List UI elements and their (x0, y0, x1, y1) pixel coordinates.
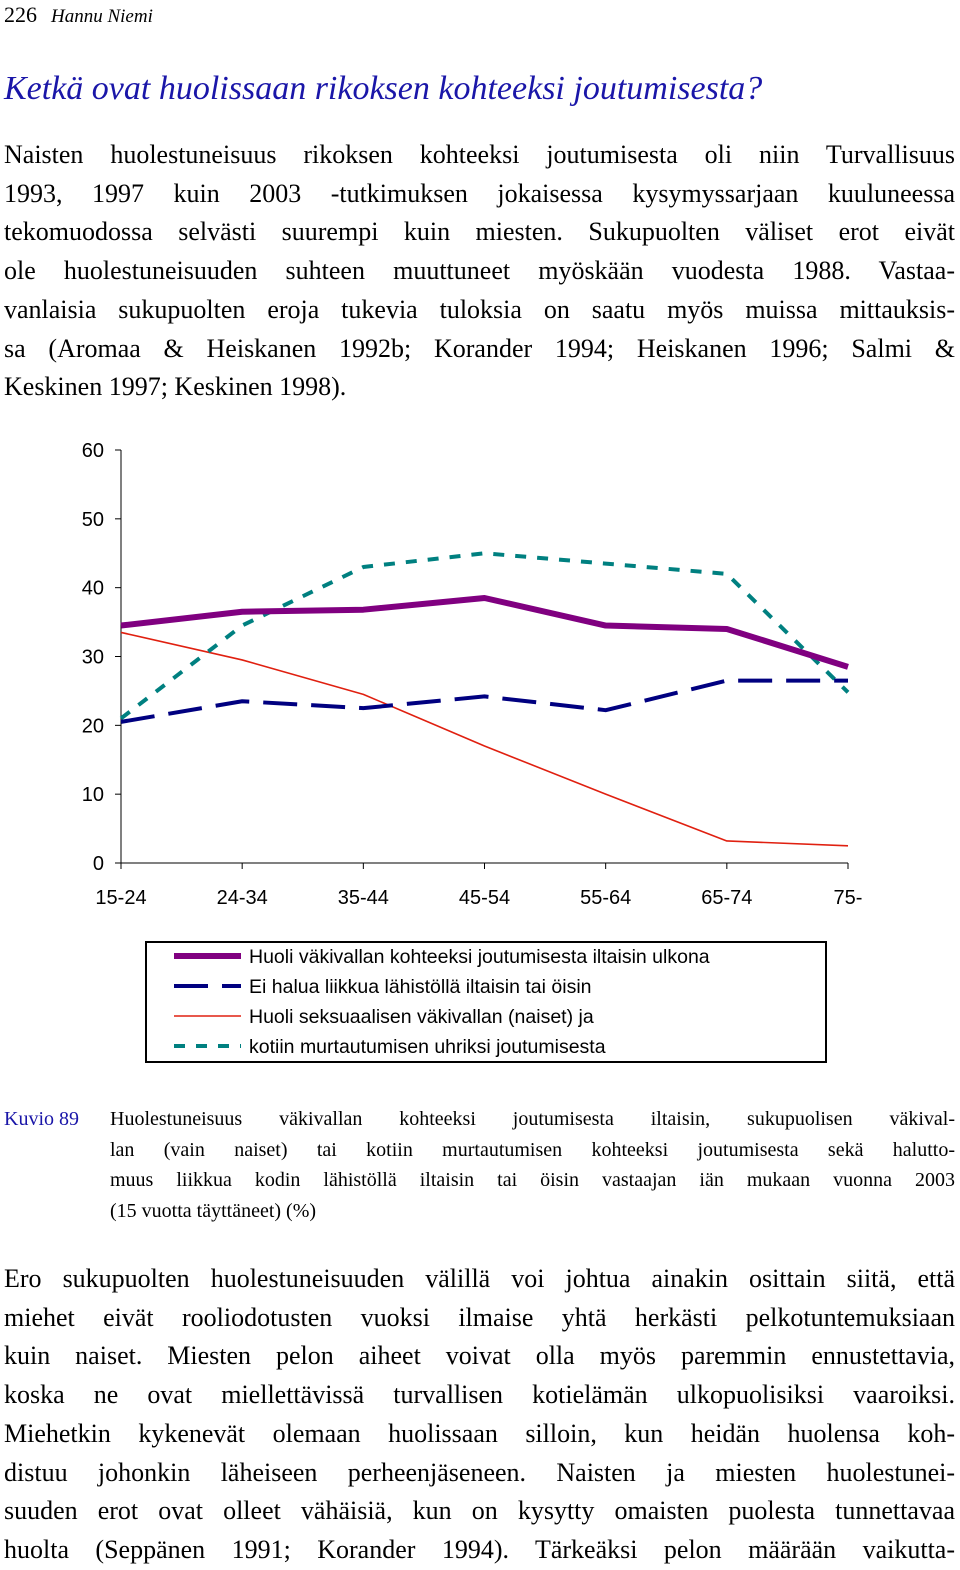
caption-line: muus liikkua kodin lähistöllä iltaisin t… (110, 1169, 955, 1192)
y-tick-label: 0 (93, 853, 104, 875)
caption-line: (15 vuotta täyttäneet) (%) (110, 1199, 317, 1222)
paragraph-1: Naisten huolestuneisuus rikoksen kohteek… (4, 136, 955, 407)
running-head-author: Hannu Niemi (51, 6, 153, 27)
legend-label: kotiin murtautumisen uhriksi joutumisest… (249, 1036, 606, 1058)
x-tick-label: 45-54 (459, 887, 510, 909)
paragraph-line: tekomuodossa selvästi suurempi kuin mies… (4, 217, 955, 247)
paragraph-line: Keskinen 1997; Keskinen 1998). (4, 372, 347, 402)
paragraph-line: suuden erot ovat olleet vähäisiä, kun on… (4, 1496, 955, 1526)
paragraph-line: 1993, 1997 kuin 2003 -tutkimuksen jokais… (4, 178, 955, 208)
y-axis: 0 10 20 30 40 50 60 (82, 440, 122, 875)
series-layer (119, 551, 850, 847)
caption-body: Huolestuneisuus väkivallan kohteeksi jou… (110, 1104, 955, 1226)
series-line-1 (120, 594, 849, 670)
x-tick-label: 75- (834, 887, 863, 909)
paragraph-2: Ero sukupuolten huolestuneisuuden välill… (4, 1260, 955, 1570)
running-head: 226 Hannu Niemi (4, 2, 153, 28)
paragraph-line: miehet eivät rooliodotusten vuoksi ilmai… (4, 1302, 955, 1332)
paragraph-line: ole huolestuneisuuden suhteen muuttuneet… (4, 256, 955, 286)
figure-label: Kuvio 89 (4, 1108, 79, 1130)
section-title: Ketkä ovat huolissaan rikoksen kohteeksi… (4, 70, 763, 107)
paragraph-line: huolta (Seppänen 1991; Korander 1994). T… (4, 1534, 955, 1564)
series-line-2 (120, 678, 848, 724)
y-tick-label: 60 (82, 440, 104, 462)
series-line-3 (120, 631, 849, 847)
figure-caption: Kuvio 89 Huolestuneisuus väkivallan koht… (4, 1104, 955, 1226)
paragraph-line: vanlaisia sukupuolten eroja tukevia tulo… (4, 294, 955, 324)
chart-legend: Huoli väkivallan kohteeksi joutumisesta … (145, 941, 827, 1063)
legend-label: Ei halua liikkua lähistöllä iltaisin tai… (249, 976, 592, 998)
paragraph-line: sa (Aromaa & Heiskanen 1992b; Korander 1… (4, 333, 955, 363)
legend-box (145, 941, 827, 1063)
y-tick-label: 30 (82, 647, 104, 669)
paragraph-line: koska ne ovat miellettävissä turvallisen… (4, 1380, 955, 1410)
x-tick-label: 15-24 (95, 887, 146, 909)
caption-line: Huolestuneisuus väkivallan kohteeksi jou… (110, 1108, 955, 1130)
paragraph-line: Ero sukupuolten huolestuneisuuden välill… (4, 1264, 955, 1293)
page-number: 226 (4, 2, 37, 27)
paragraph-line: Naisten huolestuneisuus rikoksen kohteek… (4, 140, 955, 169)
paragraph-line: kuin naiset. Miesten pelon aiheet voivat… (4, 1341, 955, 1371)
y-tick-label: 40 (82, 578, 104, 600)
x-tick-label: 35-44 (338, 887, 389, 909)
y-tick-label: 10 (82, 784, 104, 806)
x-tick-label: 55-64 (580, 887, 631, 909)
x-axis: 15-24 24-34 35-44 45-54 55-64 65-74 75- (95, 862, 863, 909)
legend-label: Huoli väkivallan kohteeksi joutumisesta … (249, 946, 710, 968)
caption-line: lan (vain naiset) tai kotiin murtautumis… (110, 1138, 955, 1161)
legend-label: Huoli seksuaalisen väkivallan (naiset) j… (249, 1006, 594, 1028)
x-tick-label: 65-74 (701, 887, 752, 909)
x-tick-label: 24-34 (217, 887, 268, 909)
y-tick-label: 20 (82, 715, 104, 737)
paragraph-line: Miehetkin kykenevät olemaan huolissaan s… (4, 1418, 955, 1448)
line-chart: 0 10 20 30 40 50 60 15-24 24-34 35-44 45-54 55-64 6… (82, 440, 863, 1063)
paragraph-line: distuu johonkin läheiseen perheenjäsenee… (4, 1457, 955, 1487)
y-tick-label: 50 (82, 509, 104, 531)
